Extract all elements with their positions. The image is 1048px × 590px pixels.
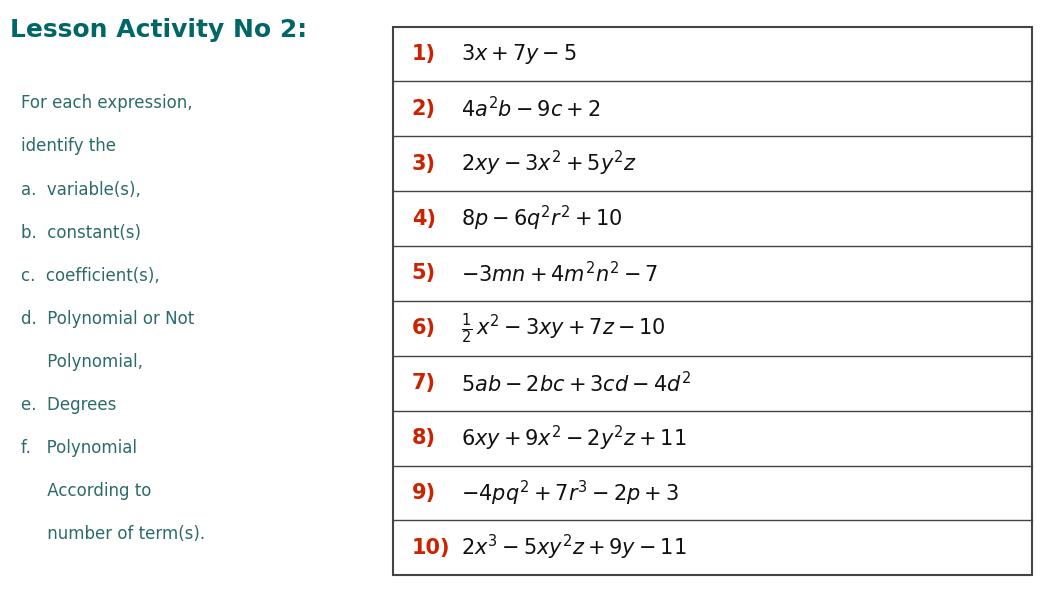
Text: 10): 10) — [412, 538, 451, 558]
Text: $2xy - 3x^2 + 5y^2z$: $2xy - 3x^2 + 5y^2z$ — [461, 149, 637, 178]
Text: Lesson Activity No 2:: Lesson Activity No 2: — [10, 18, 308, 42]
Text: $4a^2b - 9c + 2$: $4a^2b - 9c + 2$ — [461, 96, 601, 122]
Text: $\frac{1}{2}\,x^2 - 3xy + 7z - 10$: $\frac{1}{2}\,x^2 - 3xy + 7z - 10$ — [461, 311, 665, 346]
Text: 4): 4) — [412, 209, 436, 228]
Text: $2x^3 - 5xy^2z + 9y - 11$: $2x^3 - 5xy^2z + 9y - 11$ — [461, 533, 686, 562]
Text: 5): 5) — [412, 264, 436, 283]
Text: a.  variable(s),: a. variable(s), — [21, 181, 140, 199]
Text: $3x + 7y - 5$: $3x + 7y - 5$ — [461, 42, 577, 66]
Text: 2): 2) — [412, 99, 436, 119]
Text: 6): 6) — [412, 319, 436, 338]
Text: $-4pq^2 + 7r^3 - 2p + 3$: $-4pq^2 + 7r^3 - 2p + 3$ — [461, 478, 679, 507]
Text: $8p - 6q^2r^2 + 10$: $8p - 6q^2r^2 + 10$ — [461, 204, 623, 233]
Text: 3): 3) — [412, 154, 436, 173]
Text: $-3mn + 4m^2n^2 - 7$: $-3mn + 4m^2n^2 - 7$ — [461, 261, 658, 286]
Text: Polynomial,: Polynomial, — [21, 353, 143, 371]
Text: c.  coefficient(s),: c. coefficient(s), — [21, 267, 159, 285]
Text: identify the: identify the — [21, 137, 116, 156]
Text: e.  Degrees: e. Degrees — [21, 396, 116, 414]
Text: 9): 9) — [412, 483, 436, 503]
Text: 7): 7) — [412, 373, 436, 393]
Text: f.   Polynomial: f. Polynomial — [21, 439, 137, 457]
Text: $6xy + 9x^2 - 2y^2z + 11$: $6xy + 9x^2 - 2y^2z + 11$ — [461, 424, 686, 453]
Text: For each expression,: For each expression, — [21, 94, 193, 113]
Text: 8): 8) — [412, 428, 436, 448]
Text: b.  constant(s): b. constant(s) — [21, 224, 141, 242]
Text: $5ab - 2bc + 3cd - 4d^2$: $5ab - 2bc + 3cd - 4d^2$ — [461, 371, 692, 396]
Text: 1): 1) — [412, 44, 436, 64]
Text: According to: According to — [21, 482, 151, 500]
Text: d.  Polynomial or Not: d. Polynomial or Not — [21, 310, 194, 328]
Text: number of term(s).: number of term(s). — [21, 525, 205, 543]
Bar — [393, 27, 1032, 575]
